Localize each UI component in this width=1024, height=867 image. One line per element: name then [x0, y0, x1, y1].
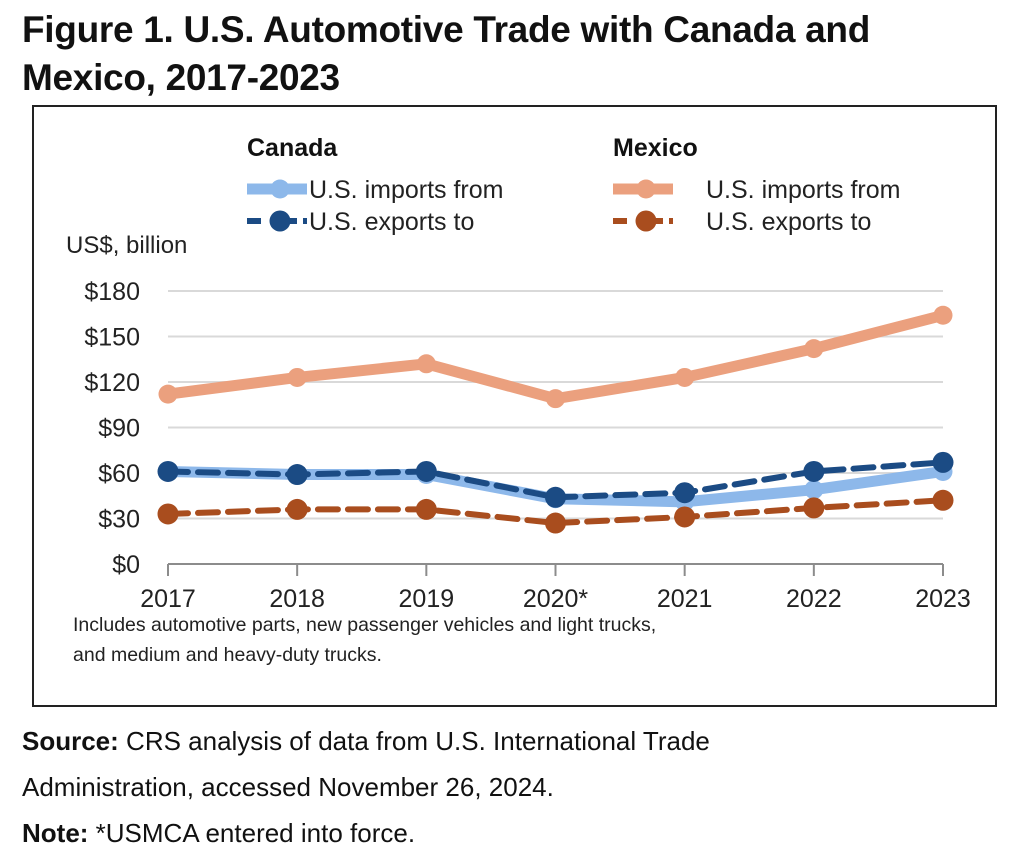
- line-chart: Canada Mexico U.S. imports from U.S. exp…: [66, 134, 971, 666]
- note-label: Note:: [22, 818, 89, 848]
- data-point: [545, 486, 566, 508]
- x-tick-label: 2021: [657, 585, 713, 613]
- data-point: [545, 512, 566, 534]
- legend-swatch-canada-imports: [247, 179, 307, 199]
- legend-label-mexico-imports: U.S. imports from: [706, 176, 900, 204]
- data-point: [286, 464, 308, 486]
- source-label: Source:: [22, 726, 119, 756]
- data-point: [287, 367, 307, 387]
- note-line: Note: *USMCA entered into force.: [22, 818, 415, 849]
- figure-title-line-2: Mexico, 2017-2023: [22, 57, 340, 98]
- series-line: [162, 309, 949, 405]
- legend-label-mexico-exports: U.S. exports to: [706, 208, 871, 236]
- chart-frame: Canada Mexico U.S. imports from U.S. exp…: [32, 105, 997, 707]
- legend-group-mexico: Mexico: [613, 134, 698, 162]
- legend-label-canada-exports: U.S. exports to: [309, 208, 474, 236]
- legend: Canada Mexico U.S. imports from U.S. exp…: [247, 134, 900, 236]
- data-point: [157, 460, 179, 482]
- x-tick-label: 2017: [140, 585, 196, 613]
- y-tick-label: $30: [98, 506, 140, 534]
- data-point: [933, 305, 953, 325]
- legend-group-canada: Canada: [247, 134, 338, 162]
- data-point: [804, 339, 824, 359]
- legend-marker: [270, 179, 290, 199]
- legend-marker: [636, 179, 656, 199]
- y-tick-label: $180: [84, 278, 140, 306]
- x-tick-label: 2022: [786, 585, 842, 613]
- legend-label-canada-imports: U.S. imports from: [309, 176, 503, 204]
- source-line-2: Administration, accessed November 26, 20…: [22, 772, 554, 802]
- data-point: [286, 498, 308, 520]
- data-point: [675, 367, 695, 387]
- chart-annotation-line-1: Includes automotive parts, new passenger…: [73, 614, 656, 636]
- data-point: [803, 497, 825, 519]
- figure-title: Figure 1. U.S. Automotive Trade with Can…: [22, 6, 1002, 102]
- y-tick-label: $120: [84, 369, 140, 397]
- y-tick-label: $60: [98, 460, 140, 488]
- data-point: [932, 489, 954, 511]
- data-point: [674, 482, 696, 504]
- data-point: [416, 354, 436, 374]
- data-point: [158, 384, 178, 404]
- legend-swatch-mexico-imports: [613, 179, 673, 199]
- data-point: [932, 451, 954, 473]
- data-point: [674, 506, 696, 528]
- x-tick-label: 2018: [269, 585, 325, 613]
- series-canada-u-s-exports-to: [157, 451, 954, 508]
- legend-marker: [269, 210, 291, 232]
- x-tick-label: 2020*: [523, 585, 589, 613]
- note-text: *USMCA entered into force.: [88, 818, 416, 848]
- legend-marker: [635, 210, 657, 232]
- legend-swatch-canada-exports: [247, 210, 307, 232]
- series-mexico-u-s-imports-from: [158, 305, 953, 409]
- data-point: [415, 460, 437, 482]
- data-point: [804, 480, 824, 500]
- series-layer: [157, 305, 954, 534]
- y-tick-label: $90: [98, 415, 140, 443]
- x-axis: 2017 2018 2019 2020* 2021 2022 2023: [140, 563, 971, 613]
- figure-title-line-1: Figure 1. U.S. Automotive Trade with Can…: [22, 9, 870, 50]
- data-point: [803, 460, 825, 482]
- y-axis: $0 $30 $60 $90 $120 $150 $180: [84, 278, 140, 579]
- y-axis-unit-label: US$, billion: [66, 232, 187, 259]
- y-tick-label: $150: [84, 324, 140, 352]
- data-point: [157, 503, 179, 525]
- x-tick-label: 2023: [915, 585, 971, 613]
- chart-annotation-line-2: and medium and heavy-duty trucks.: [73, 644, 382, 666]
- x-tick-label: 2019: [399, 585, 455, 613]
- series-mexico-u-s-exports-to: [157, 489, 954, 534]
- data-point: [415, 498, 437, 520]
- legend-swatch-mexico-exports: [613, 210, 673, 232]
- source-line-1: Source: CRS analysis of data from U.S. I…: [22, 726, 710, 757]
- data-point: [546, 389, 565, 409]
- source-text: CRS analysis of data from U.S. Internati…: [118, 726, 710, 756]
- y-tick-label: $0: [112, 551, 140, 579]
